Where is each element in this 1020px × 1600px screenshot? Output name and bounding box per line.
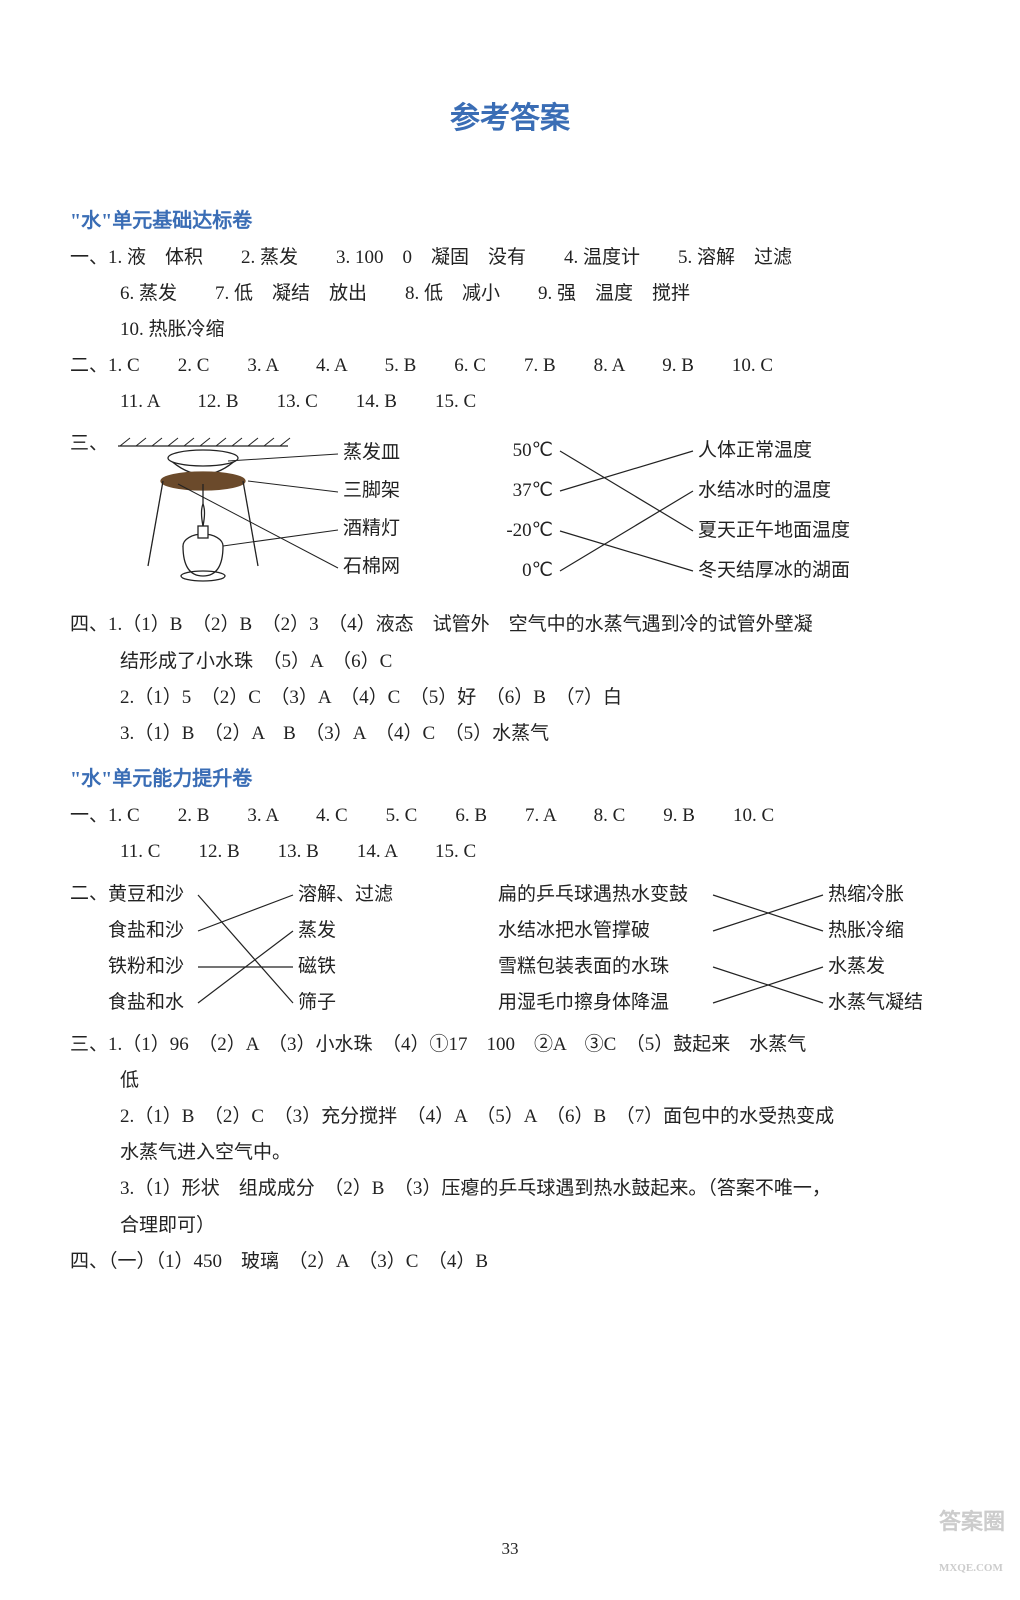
section1-head: "水"单元基础达标卷 <box>70 202 950 240</box>
lbl-sanjiaojia: 三脚架 <box>343 479 400 501</box>
svg-text:水结冰把水管撑破: 水结冰把水管撑破 <box>498 919 650 941</box>
svg-text:雪糕包装表面的水珠: 雪糕包装表面的水珠 <box>498 955 669 977</box>
wm-main: 答案圈 <box>939 1509 1005 1534</box>
s1-si-1: 四、1.（1）B （2）B （2）3 （4）液态 试管外 空气中的水蒸气遇到冷的… <box>70 607 950 643</box>
label-san2: 三、 <box>70 1034 108 1055</box>
lbl-jiujingdeng: 酒精灯 <box>343 517 400 539</box>
s2-san-2: 低 <box>70 1063 950 1099</box>
s2-san-1: 三、1.（1）96 （2）A （3）小水珠 （4）①17 100 ②A ③C （… <box>70 1027 950 1063</box>
page-title: 参考答案 <box>70 90 950 147</box>
svg-text:37℃: 37℃ <box>513 480 553 501</box>
label-er2: 二、 <box>70 876 108 912</box>
wm-sub: MXQE.COM <box>939 1562 1003 1574</box>
svg-text:夏天正午地面温度: 夏天正午地面温度 <box>698 519 850 541</box>
svg-text:热胀冷缩: 热胀冷缩 <box>828 919 904 941</box>
s1-yi-3: 10. 热胀冷缩 <box>70 312 950 348</box>
s1-si-4: 3.（1）B （2）A B （3）A （4）C （5）水蒸气 <box>70 716 950 752</box>
svg-text:用湿毛巾擦身体降温: 用湿毛巾擦身体降温 <box>498 991 669 1013</box>
s1-si-2: 结形成了小水珠 （5）A （6）C <box>70 644 950 680</box>
label-yi2: 一、 <box>70 805 108 826</box>
text: 1. 液 体积 2. 蒸发 3. 100 0 凝固 没有 4. 温度计 5. 溶… <box>108 247 792 268</box>
svg-text:水结冰时的温度: 水结冰时的温度 <box>698 479 831 501</box>
s1-er-1: 二、1. C 2. C 3. A 4. A 5. B 6. C 7. B 8. … <box>70 348 950 384</box>
s2-er-row: 二、 黄豆和沙 食盐和沙 铁粉和沙 食盐和水 溶解、过滤 蒸发 磁铁 筛子 <box>70 876 950 1021</box>
s1-si-3: 2.（1）5 （2）C （3）A （4）C （5）好 （6）B （7）白 <box>70 680 950 716</box>
svg-text:食盐和沙: 食盐和沙 <box>108 919 184 941</box>
apparatus-diagram: 蒸发皿 三脚架 酒精灯 石棉网 <box>108 426 468 601</box>
section2-head: "水"单元能力提升卷 <box>70 760 950 798</box>
page-number: 33 <box>0 1533 1020 1565</box>
label-san: 三、 <box>70 426 108 462</box>
s2-san-4: 水蒸气进入空气中。 <box>70 1135 950 1171</box>
svg-text:水蒸发: 水蒸发 <box>828 955 885 977</box>
s1-yi-2: 6. 蒸发 7. 低 凝结 放出 8. 低 减小 9. 强 温度 搅拌 <box>70 276 950 312</box>
svg-text:50℃: 50℃ <box>513 440 553 461</box>
svg-text:铁粉和沙: 铁粉和沙 <box>108 955 184 977</box>
lbl-zhengfamin: 蒸发皿 <box>343 441 400 463</box>
svg-text:磁铁: 磁铁 <box>298 955 336 977</box>
svg-text:水蒸气凝结: 水蒸气凝结 <box>828 991 923 1013</box>
svg-text:蒸发: 蒸发 <box>298 919 336 941</box>
temp-match-diagram: 50℃ 37℃ -20℃ 0℃ 人体正常温度 水结冰时的温度 夏天正午地面温度 … <box>498 426 978 601</box>
svg-text:溶解、过滤: 溶解、过滤 <box>298 883 393 905</box>
s1-er-2: 11. A 12. B 13. C 14. B 15. C <box>70 384 950 420</box>
text: （一）（1）450 玻璃 （2）A （3）C （4）B <box>108 1251 488 1272</box>
label-er: 二、 <box>70 355 108 376</box>
s2-san-6: 合理即可） <box>70 1208 950 1244</box>
label-si: 四、 <box>70 614 108 635</box>
text: 1.（1）B （2）B （2）3 （4）液态 试管外 空气中的水蒸气遇到冷的试管… <box>108 614 813 635</box>
match-left-diagram: 黄豆和沙 食盐和沙 铁粉和沙 食盐和水 溶解、过滤 蒸发 磁铁 筛子 <box>108 876 468 1021</box>
svg-text:冬天结厚冰的湖面: 冬天结厚冰的湖面 <box>698 559 850 581</box>
s2-yi-1: 一、1. C 2. B 3. A 4. C 5. C 6. B 7. A 8. … <box>70 798 950 834</box>
svg-text:扁的乒乓球遇热水变鼓: 扁的乒乓球遇热水变鼓 <box>498 883 688 905</box>
s2-yi-2: 11. C 12. B 13. B 14. A 15. C <box>70 834 950 870</box>
text: 1.（1）96 （2）A （3）小水珠 （4）①17 100 ②A ③C （5）… <box>108 1034 806 1055</box>
svg-text:食盐和水: 食盐和水 <box>108 991 184 1013</box>
label-yi: 一、 <box>70 247 108 268</box>
svg-text:黄豆和沙: 黄豆和沙 <box>108 883 184 905</box>
svg-text:筛子: 筛子 <box>298 991 336 1013</box>
s2-san-5: 3.（1）形状 组成成分 （2）B （3）压瘪的乒乓球遇到热水鼓起来。（答案不唯… <box>70 1171 950 1207</box>
s1-yi-1: 一、1. 液 体积 2. 蒸发 3. 100 0 凝固 没有 4. 温度计 5.… <box>70 240 950 276</box>
match-right-diagram: 扁的乒乓球遇热水变鼓 水结冰把水管撑破 雪糕包装表面的水珠 用湿毛巾擦身体降温 … <box>498 876 978 1021</box>
s2-si-1: 四、（一）（1）450 玻璃 （2）A （3）C （4）B <box>70 1244 950 1280</box>
text: 1. C 2. C 3. A 4. A 5. B 6. C 7. B 8. A … <box>108 355 773 376</box>
svg-text:0℃: 0℃ <box>522 560 553 581</box>
s2-san-3: 2.（1）B （2）C （3）充分搅拌 （4）A （5）A （6）B （7）面包… <box>70 1099 950 1135</box>
text: 1. C 2. B 3. A 4. C 5. C 6. B 7. A 8. C … <box>108 805 774 826</box>
svg-text:-20℃: -20℃ <box>506 520 553 541</box>
watermark: 答案圈 MXQE.COM <box>939 1501 1005 1585</box>
s1-san-row: 三、 <box>70 426 950 601</box>
lbl-shimianwang: 石棉网 <box>343 555 400 577</box>
svg-text:人体正常温度: 人体正常温度 <box>698 439 812 461</box>
label-si2: 四、 <box>70 1251 108 1272</box>
svg-text:热缩冷胀: 热缩冷胀 <box>828 883 904 905</box>
